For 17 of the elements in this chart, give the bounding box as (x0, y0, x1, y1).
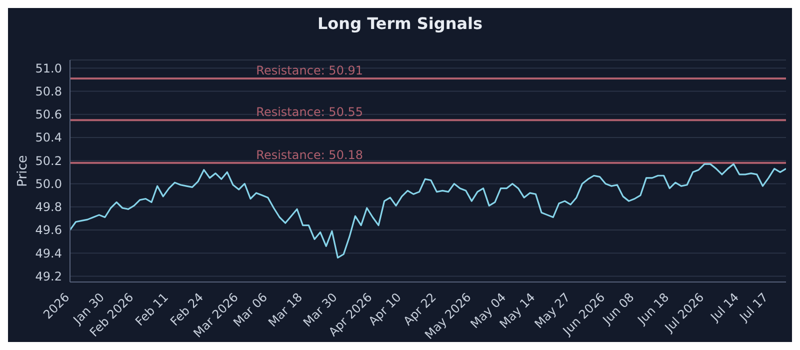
y-tick-label: 50.6 (35, 108, 62, 122)
ref-line-label: Resistance: 50.55 (256, 105, 364, 120)
y-tick-label: 51.0 (35, 61, 62, 76)
y-tick-label: 49.6 (35, 223, 62, 238)
line-series (70, 163, 786, 259)
y-axis-title: Price (16, 155, 31, 187)
y-tick-label: 49.2 (35, 269, 62, 284)
y-tick-label: 50.8 (35, 84, 62, 98)
ref-line-label: Resistance: 50.18 (256, 148, 364, 162)
ref-line-label: Resistance: 50.91 (256, 64, 364, 78)
y-tick-label: 49.8 (35, 200, 62, 214)
y-tick-label: 50.0 (35, 176, 62, 191)
y-tick-label: 50.2 (35, 154, 62, 168)
y-tick-label: 50.4 (35, 130, 62, 145)
y-tick-label: 49.4 (35, 246, 62, 260)
chart-title: Long Term Signals (316, 13, 484, 35)
x-tick-label: Feb 11 (132, 290, 172, 329)
